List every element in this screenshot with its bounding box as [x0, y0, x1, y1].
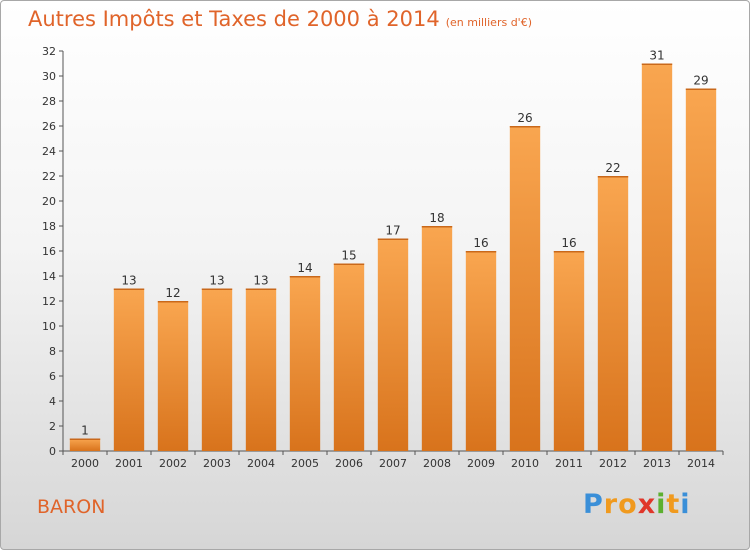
x-tick-label: 2011 [555, 457, 583, 470]
chart-title-text: Autres Impôts et Taxes de 2000 à 2014 [28, 7, 440, 31]
bar-top-edge [597, 176, 629, 178]
x-tick-label: 2007 [379, 457, 407, 470]
x-tick-label: 2012 [599, 457, 627, 470]
value-label: 13 [253, 274, 268, 288]
y-tick-label: 30 [42, 70, 56, 83]
value-label: 14 [297, 261, 312, 275]
value-label: 26 [517, 111, 532, 125]
bar-2001 [113, 288, 145, 451]
bar-top-edge [333, 263, 365, 265]
y-tick-label: 4 [49, 395, 56, 408]
bar-2008 [421, 226, 453, 451]
value-label: 16 [473, 236, 488, 250]
bar-top-edge [201, 288, 233, 290]
bar-2004 [245, 288, 277, 451]
logo-letter: o [618, 489, 638, 520]
y-tick-label: 6 [49, 370, 56, 383]
y-tick-label: 2 [49, 420, 56, 433]
bar-top-edge [113, 288, 145, 290]
x-tick-label: 2010 [511, 457, 539, 470]
value-label: 12 [165, 286, 180, 300]
value-label: 31 [649, 49, 664, 63]
logo-letter: P [583, 489, 604, 520]
bar-2006 [333, 263, 365, 451]
value-label: 18 [429, 211, 444, 225]
chart-unit: (en milliers d'€) [445, 16, 532, 29]
bar-2003 [201, 288, 233, 451]
bar-top-edge [509, 126, 541, 128]
y-tick-label: 18 [42, 220, 56, 233]
x-tick-label: 2009 [467, 457, 495, 470]
bar-2009 [465, 251, 497, 451]
y-tick-label: 14 [42, 270, 56, 283]
x-tick-label: 2002 [159, 457, 187, 470]
bar-2000 [69, 438, 101, 451]
bar-top-edge [421, 226, 453, 228]
value-label: 16 [561, 236, 576, 250]
value-label: 1 [81, 424, 89, 438]
y-tick-label: 16 [42, 245, 56, 258]
value-label: 13 [121, 274, 136, 288]
bar-2014 [685, 88, 717, 451]
value-label: 17 [385, 224, 400, 238]
x-tick-label: 2003 [203, 457, 231, 470]
value-label: 13 [209, 274, 224, 288]
bar-top-edge [289, 276, 321, 278]
y-tick-label: 20 [42, 195, 56, 208]
bar-top-edge [465, 251, 497, 253]
x-tick-label: 2008 [423, 457, 451, 470]
bar-top-edge [377, 238, 409, 240]
x-tick-label: 2006 [335, 457, 363, 470]
bar-top-edge [553, 251, 585, 253]
x-tick-label: 2004 [247, 457, 275, 470]
bar-top-edge [157, 301, 189, 303]
bar-top-edge [685, 88, 717, 90]
y-tick-label: 24 [42, 145, 56, 158]
x-tick-label: 2000 [71, 457, 99, 470]
logo-letter: x [637, 489, 657, 520]
bar-2010 [509, 126, 541, 451]
y-tick-label: 10 [42, 320, 56, 333]
logo-letter: i [680, 489, 691, 520]
y-tick-label: 8 [49, 345, 56, 358]
logo-letter: i [656, 489, 667, 520]
bar-2005 [289, 276, 321, 451]
bar-2013 [641, 63, 673, 451]
bar-2002 [157, 301, 189, 451]
commune-name: BARON [37, 496, 106, 518]
bar-2007 [377, 238, 409, 451]
x-tick-label: 2014 [687, 457, 715, 470]
value-label: 29 [693, 74, 708, 88]
logo-letter: t [666, 489, 681, 520]
y-tick-label: 22 [42, 170, 56, 183]
x-tick-label: 2001 [115, 457, 143, 470]
logo-letter: r [603, 489, 619, 520]
x-tick-label: 2005 [291, 457, 319, 470]
bar-top-edge [69, 438, 101, 440]
value-label: 22 [605, 161, 620, 175]
bar-2011 [553, 251, 585, 451]
bar-top-edge [641, 63, 673, 65]
proxiti-logo: Proxiti [583, 489, 691, 520]
y-tick-label: 32 [42, 45, 56, 58]
chart-title: Autres Impôts et Taxes de 2000 à 2014 (en… [28, 7, 532, 31]
y-tick-label: 12 [42, 295, 56, 308]
y-tick-label: 26 [42, 120, 56, 133]
y-tick-label: 28 [42, 95, 56, 108]
x-tick-label: 2013 [643, 457, 671, 470]
bar-2012 [597, 176, 629, 451]
value-label: 15 [341, 249, 356, 263]
y-tick-label: 0 [49, 445, 56, 458]
bar-top-edge [245, 288, 277, 290]
